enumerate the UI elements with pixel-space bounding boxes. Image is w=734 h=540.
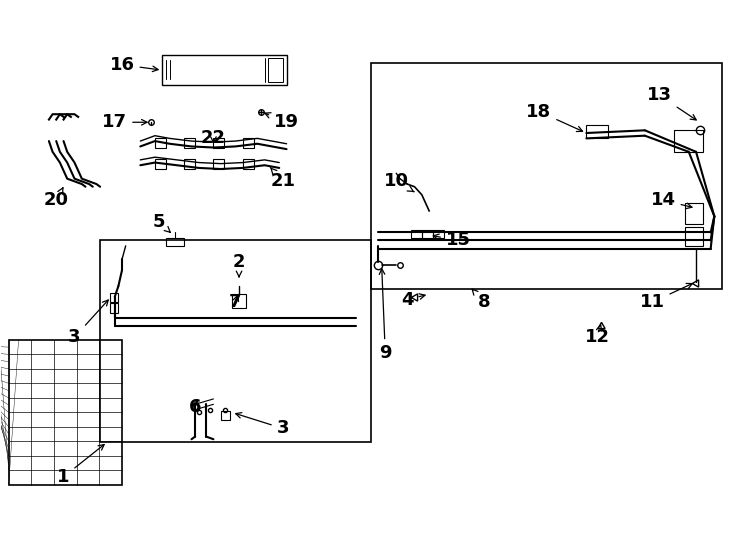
Text: 3: 3 bbox=[236, 413, 289, 437]
Bar bbox=[269, 58, 283, 82]
Bar bbox=[674, 130, 703, 152]
Bar bbox=[221, 411, 230, 421]
Bar bbox=[9, 340, 122, 485]
Bar bbox=[422, 230, 433, 238]
Bar bbox=[184, 159, 195, 169]
Text: 13: 13 bbox=[647, 86, 697, 120]
Text: 21: 21 bbox=[270, 167, 295, 191]
Text: 16: 16 bbox=[109, 56, 158, 74]
Bar bbox=[243, 138, 254, 148]
Text: 10: 10 bbox=[384, 172, 414, 192]
Bar bbox=[162, 55, 286, 85]
Bar bbox=[685, 227, 703, 246]
Text: 6: 6 bbox=[189, 398, 201, 416]
Bar bbox=[371, 63, 722, 289]
Text: 11: 11 bbox=[639, 284, 692, 311]
Text: 15: 15 bbox=[433, 232, 471, 249]
Bar bbox=[243, 159, 254, 169]
Bar bbox=[433, 230, 444, 238]
Text: 5: 5 bbox=[153, 213, 170, 232]
Text: 2: 2 bbox=[233, 253, 245, 277]
Text: 18: 18 bbox=[526, 103, 583, 132]
Text: 17: 17 bbox=[102, 113, 147, 131]
Bar bbox=[109, 303, 118, 313]
Bar bbox=[232, 294, 247, 308]
Text: 4: 4 bbox=[401, 291, 425, 308]
Bar bbox=[155, 159, 166, 169]
Bar bbox=[166, 238, 184, 246]
Text: 7: 7 bbox=[229, 293, 241, 311]
Text: 9: 9 bbox=[379, 269, 391, 362]
Text: 12: 12 bbox=[585, 325, 610, 346]
Text: 3: 3 bbox=[68, 300, 109, 346]
Bar bbox=[685, 203, 703, 224]
Bar bbox=[109, 293, 118, 302]
Bar bbox=[214, 159, 225, 169]
Text: 14: 14 bbox=[650, 191, 692, 209]
Bar bbox=[184, 138, 195, 148]
Text: 1: 1 bbox=[57, 444, 104, 486]
Text: 8: 8 bbox=[472, 289, 490, 311]
Bar bbox=[411, 230, 422, 238]
Text: 20: 20 bbox=[44, 188, 69, 209]
Text: 22: 22 bbox=[201, 130, 226, 147]
Text: 19: 19 bbox=[265, 113, 299, 131]
Bar bbox=[586, 125, 608, 138]
Bar bbox=[155, 138, 166, 148]
Bar bbox=[100, 240, 371, 442]
Bar bbox=[214, 138, 225, 148]
